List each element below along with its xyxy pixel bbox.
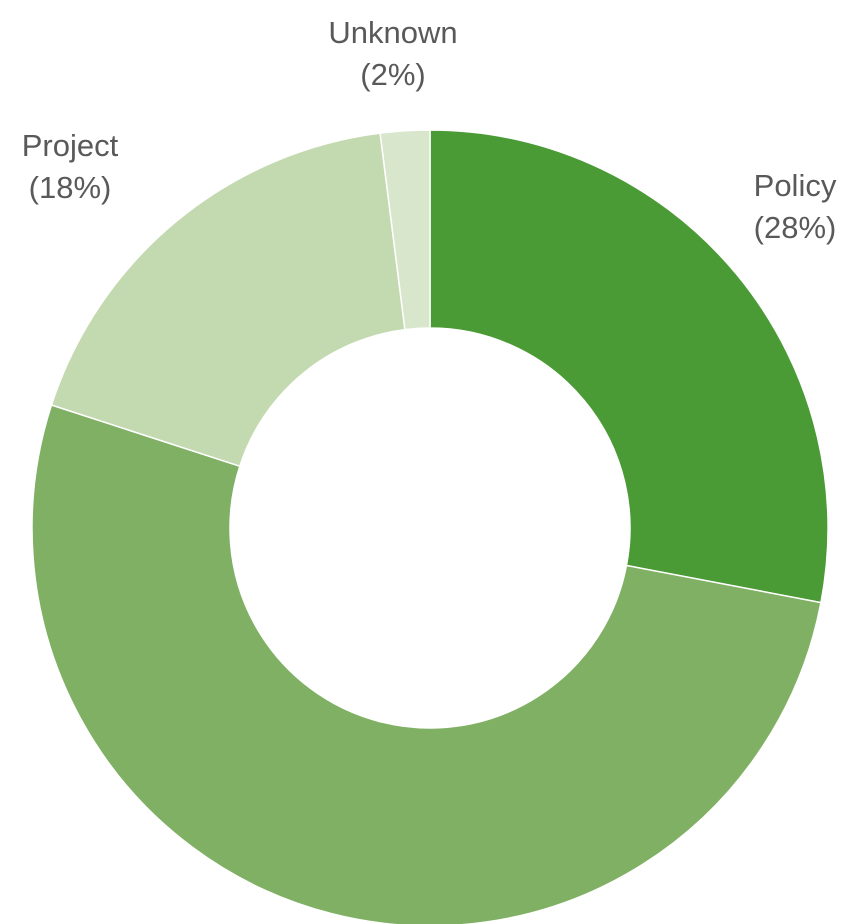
donut-segment xyxy=(50,132,406,468)
donut-segment xyxy=(429,129,829,604)
segment-value-label: (18%) xyxy=(29,170,112,205)
segment-label: Project xyxy=(22,128,119,163)
segment-value-label: (2%) xyxy=(360,57,425,92)
segment-label: Policy xyxy=(754,168,837,203)
donut-segment xyxy=(31,404,822,924)
donut-segment xyxy=(379,129,431,331)
segment-value-label: (28%) xyxy=(754,210,837,245)
segment-label: Unknown xyxy=(328,15,457,50)
